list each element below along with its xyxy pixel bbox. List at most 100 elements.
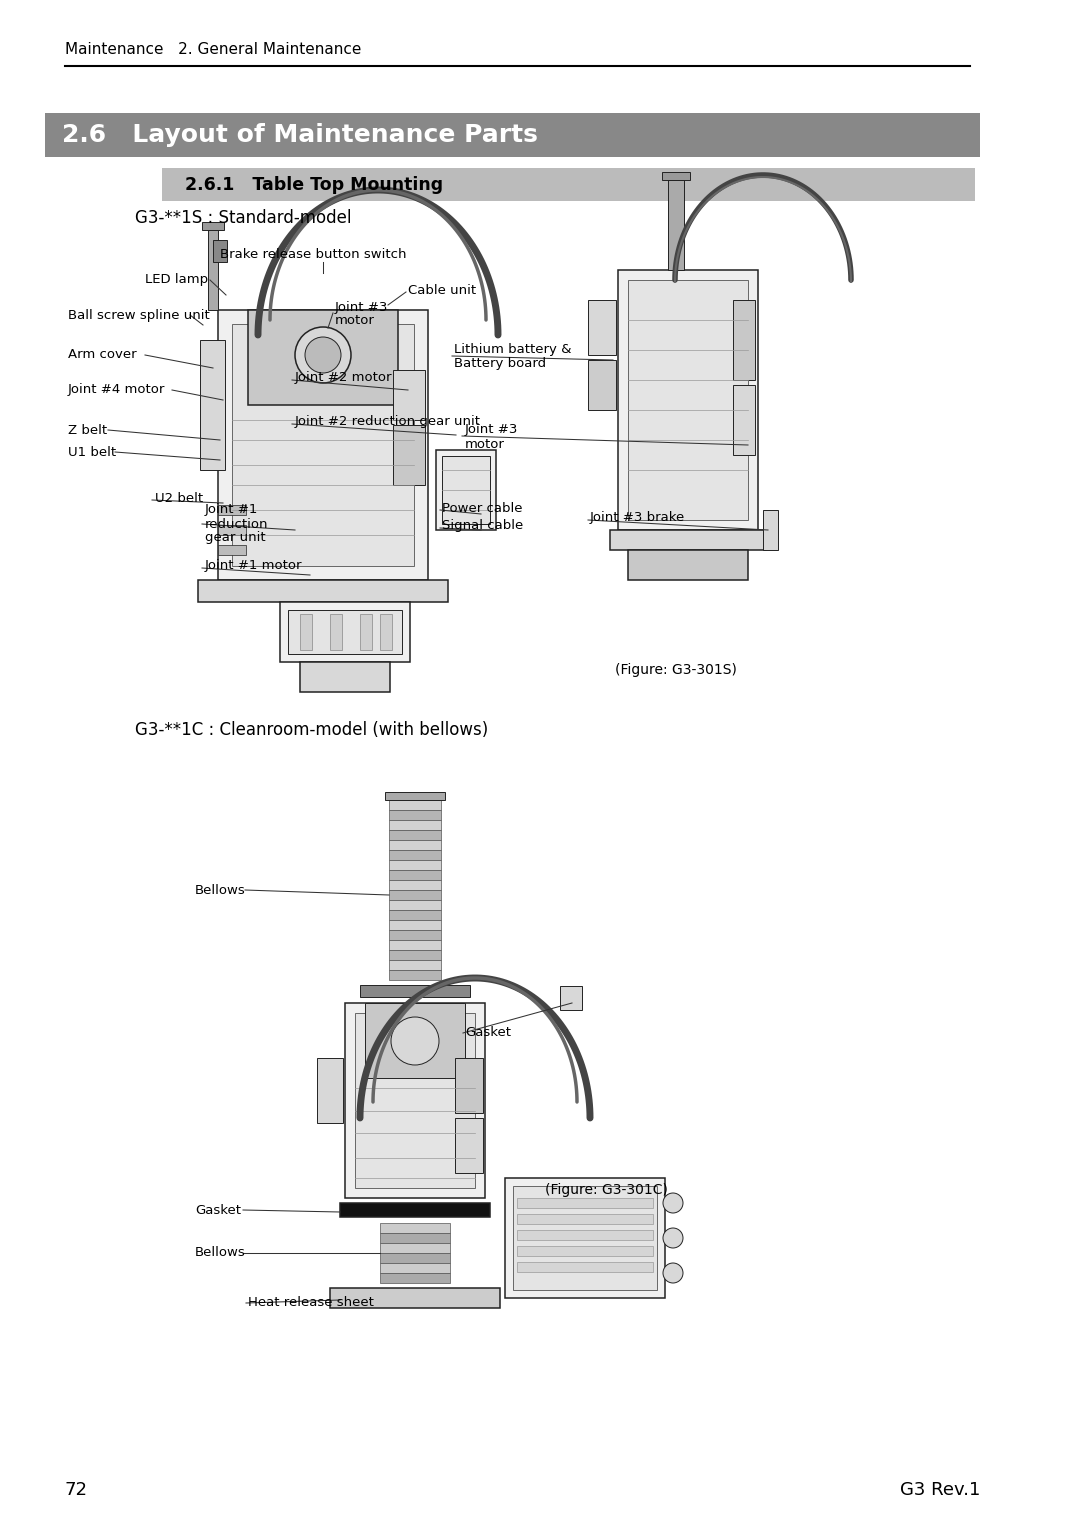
Bar xyxy=(300,614,312,651)
Bar xyxy=(202,221,224,231)
Bar xyxy=(218,545,246,554)
Bar xyxy=(733,385,755,455)
Text: Maintenance   2. General Maintenance: Maintenance 2. General Maintenance xyxy=(65,43,362,58)
Bar xyxy=(389,820,441,831)
Text: (Figure: G3-301C): (Figure: G3-301C) xyxy=(545,1183,667,1197)
Bar xyxy=(669,180,684,270)
Text: Arm cover: Arm cover xyxy=(68,348,137,362)
Bar xyxy=(517,1214,653,1225)
Text: Cable unit: Cable unit xyxy=(408,284,476,296)
Bar xyxy=(380,1232,450,1243)
Text: motor: motor xyxy=(335,315,375,327)
Text: 72: 72 xyxy=(65,1481,87,1500)
Bar xyxy=(380,1263,450,1274)
Bar xyxy=(505,1177,665,1298)
Bar xyxy=(517,1246,653,1257)
Bar xyxy=(662,173,690,180)
Bar xyxy=(389,941,441,950)
Bar xyxy=(733,299,755,380)
Text: (Figure: G3-301S): (Figure: G3-301S) xyxy=(615,663,737,676)
Circle shape xyxy=(295,327,351,383)
Text: U1 belt: U1 belt xyxy=(68,446,117,458)
Text: Gasket: Gasket xyxy=(465,1026,511,1040)
Circle shape xyxy=(305,337,341,373)
Bar xyxy=(393,425,426,486)
Text: Joint #3: Joint #3 xyxy=(335,301,389,315)
Bar xyxy=(162,168,975,202)
Bar xyxy=(380,614,392,651)
Bar xyxy=(389,840,441,851)
Bar xyxy=(762,510,778,550)
Bar xyxy=(618,270,758,530)
Text: G3 Rev.1: G3 Rev.1 xyxy=(900,1481,980,1500)
Bar xyxy=(208,231,218,310)
Bar xyxy=(389,930,441,941)
Bar xyxy=(389,890,441,899)
Text: 2.6.1   Table Top Mounting: 2.6.1 Table Top Mounting xyxy=(185,176,443,194)
Bar xyxy=(218,525,246,534)
Bar xyxy=(389,860,441,870)
Bar xyxy=(280,602,410,663)
Circle shape xyxy=(391,1017,438,1064)
Bar xyxy=(340,1203,490,1217)
Bar xyxy=(389,851,441,860)
Bar xyxy=(355,1012,475,1188)
Bar xyxy=(248,310,399,405)
Bar xyxy=(330,614,342,651)
Text: Joint #2 reduction gear unit: Joint #2 reduction gear unit xyxy=(295,415,481,429)
Text: Z belt: Z belt xyxy=(68,423,107,437)
Text: Joint #3: Joint #3 xyxy=(465,423,518,437)
Bar xyxy=(345,1003,485,1199)
Bar xyxy=(213,240,227,263)
Text: Joint #1: Joint #1 xyxy=(205,504,258,516)
Bar xyxy=(389,880,441,890)
Bar xyxy=(384,793,445,800)
Text: Joint #4 motor: Joint #4 motor xyxy=(68,383,165,397)
Bar xyxy=(218,505,246,515)
Bar xyxy=(318,1058,343,1122)
Text: reduction: reduction xyxy=(205,518,269,530)
Bar xyxy=(200,341,225,470)
Bar xyxy=(288,609,402,654)
Bar xyxy=(380,1223,450,1232)
Bar xyxy=(330,1287,500,1309)
Bar xyxy=(393,370,426,420)
Bar xyxy=(627,550,748,580)
Text: Joint #3 brake: Joint #3 brake xyxy=(590,512,685,524)
Bar xyxy=(442,457,490,524)
Text: Heat release sheet: Heat release sheet xyxy=(248,1296,374,1310)
Text: 2.6   Layout of Maintenance Parts: 2.6 Layout of Maintenance Parts xyxy=(62,124,538,147)
Bar xyxy=(198,580,448,602)
Text: Gasket: Gasket xyxy=(195,1203,241,1217)
Bar xyxy=(380,1274,450,1283)
Bar xyxy=(365,1003,465,1078)
Bar xyxy=(389,870,441,880)
Circle shape xyxy=(663,1263,683,1283)
Text: U2 belt: U2 belt xyxy=(156,492,203,504)
Text: G3-**1S : Standard-model: G3-**1S : Standard-model xyxy=(135,209,351,228)
Text: Joint #1 motor: Joint #1 motor xyxy=(205,559,302,573)
Bar xyxy=(627,279,748,521)
Bar xyxy=(517,1261,653,1272)
Bar xyxy=(380,1254,450,1263)
Text: Ball screw spline unit: Ball screw spline unit xyxy=(68,308,210,322)
Bar xyxy=(588,360,616,411)
Bar xyxy=(517,1199,653,1208)
Bar xyxy=(45,113,980,157)
Bar xyxy=(561,986,582,1009)
Bar xyxy=(389,800,441,809)
Bar xyxy=(389,919,441,930)
Bar xyxy=(389,960,441,970)
Text: Joint #2 motor: Joint #2 motor xyxy=(295,371,392,385)
Text: Bellows: Bellows xyxy=(195,884,246,896)
Bar xyxy=(389,831,441,840)
Circle shape xyxy=(663,1228,683,1248)
Bar xyxy=(436,450,496,530)
Bar xyxy=(360,985,470,997)
Bar xyxy=(588,299,616,354)
Bar xyxy=(389,910,441,919)
Text: Lithium battery &: Lithium battery & xyxy=(454,344,571,356)
Circle shape xyxy=(663,1193,683,1212)
Bar xyxy=(360,614,372,651)
Text: Bellows: Bellows xyxy=(195,1246,246,1260)
